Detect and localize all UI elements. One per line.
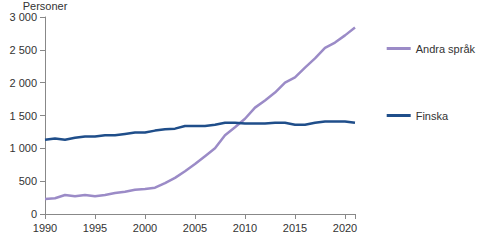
- svg-text:Finska: Finska: [416, 110, 449, 122]
- svg-text:2015: 2015: [283, 222, 307, 234]
- svg-text:Personer: Personer: [23, 0, 68, 12]
- svg-text:1 500: 1 500: [9, 110, 37, 122]
- svg-text:2 500: 2 500: [9, 44, 37, 56]
- svg-text:2 000: 2 000: [9, 77, 37, 89]
- svg-text:500: 500: [19, 175, 37, 187]
- svg-text:1 000: 1 000: [9, 142, 37, 154]
- svg-text:Andra språk: Andra språk: [416, 43, 476, 55]
- svg-text:1990: 1990: [33, 222, 57, 234]
- svg-text:1995: 1995: [83, 222, 107, 234]
- svg-text:2010: 2010: [233, 222, 257, 234]
- svg-text:3 000: 3 000: [9, 11, 37, 23]
- svg-text:2000: 2000: [133, 222, 157, 234]
- svg-text:0: 0: [31, 208, 37, 220]
- svg-text:2005: 2005: [183, 222, 207, 234]
- svg-text:2020: 2020: [333, 222, 357, 234]
